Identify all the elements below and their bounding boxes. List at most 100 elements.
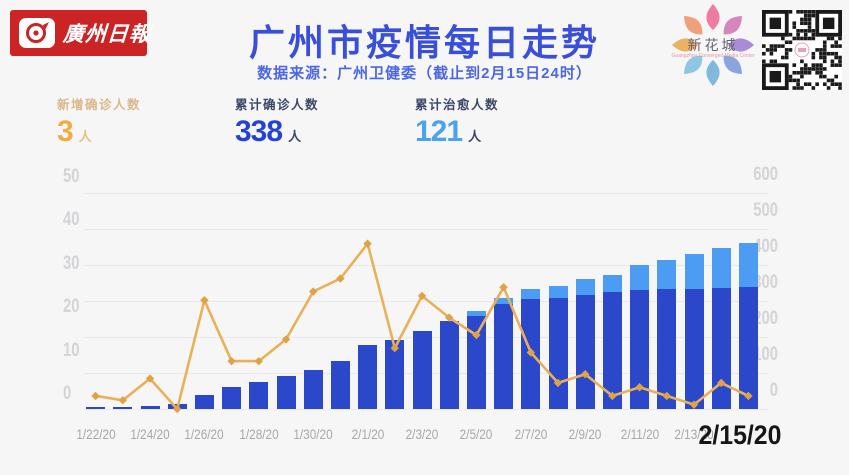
bar-cumulative-confirmed [548,298,568,409]
gridline [84,229,768,230]
x-axis-label: 1/24/20 [130,426,170,442]
bar-cumulative-confirmed [494,304,514,409]
bar-cumulative-confirmed [439,321,459,409]
left-axis-tick: 50 [63,165,80,187]
left-axis-tick: 10 [63,339,80,361]
bar-cumulative-cured [711,248,731,288]
x-axis-label: 1/30/20 [293,426,333,442]
bar-cumulative-confirmed [303,369,323,409]
left-axis-tick: 0 [63,383,72,404]
bar-cumulative-confirmed [412,330,432,409]
x-axis-label: 2/5/20 [460,426,493,442]
bar-cumulative-confirmed [738,286,758,409]
badge-subtext: Guangzhou Converged Media Center [671,53,755,59]
gridline [84,409,768,410]
bar-cumulative-confirmed [521,299,541,409]
xinhuacheng-badge: 新花城 Guangzhou Converged Media Center [670,2,756,88]
stat-unit: 人 [288,129,302,144]
bar-cumulative-cured [521,289,541,300]
badge-petal [672,38,698,52]
stat-total-confirmed: 累计确诊人数 338 人 [235,94,319,148]
right-axis-tick: 0 [769,380,778,401]
x-axis-label: 2/9/20 [568,426,602,442]
bar-cumulative-confirmed [684,288,704,409]
bar-cumulative-cured [466,310,486,316]
bar-cumulative-cured [657,260,677,289]
bar-cumulative-confirmed [657,288,677,409]
x-axis-label: 2/3/20 [405,426,439,442]
bar-cumulative-confirmed [466,315,486,409]
bar-cumulative-cured [575,279,595,295]
badge-petal [706,60,720,86]
line-point-marker [91,391,100,401]
bar-cumulative-confirmed [385,339,405,409]
line-point-marker [363,239,372,248]
x-axis-label: 1/26/20 [184,426,225,442]
bar-cumulative-confirmed [630,290,650,409]
x-axis-label: 2/13/20 [674,426,714,442]
badge-petal [728,38,754,52]
bar-cumulative-confirmed [575,294,595,409]
stat-value: 121 [415,115,463,148]
stat-label: 累计治愈人数 [415,98,500,112]
badge-petal [684,55,703,74]
line-point-marker [309,287,318,296]
left-axis-tick: 30 [63,252,80,274]
stat-total-cured: 累计治愈人数 121 人 [415,94,499,148]
bar-cumulative-confirmed [711,287,731,409]
bar-cumulative-confirmed [330,361,350,409]
right-axis-tick: 400 [753,236,778,257]
gridline [84,193,768,194]
qr-code-icon [762,10,842,90]
line-point-marker [118,396,127,405]
line-point-marker [417,291,427,301]
line-point-marker [145,374,155,383]
badge-petal [723,55,742,74]
bar-cumulative-confirmed [358,344,378,409]
right-axis-tick: 600 [753,164,778,185]
bar-cumulative-cured [630,265,650,291]
stat-value: 338 [235,115,283,148]
x-axis-label: 2/7/20 [514,426,548,442]
x-axis-label: 1/22/20 [75,426,116,442]
stat-label: 累计确诊人数 [235,98,320,112]
line-point-marker [336,274,345,283]
stat-unit: 人 [468,129,482,144]
badge-petal [723,16,742,35]
newspaper-logo: 廣州日報 [10,10,152,56]
line-point-marker [254,356,263,366]
bar-cumulative-confirmed [167,403,187,409]
data-source-subtitle: 数据来源：广州卫健委（截止到2月15日24时） [257,65,592,82]
current-date-label: 2/15/20 [698,420,782,450]
bar-cumulative-confirmed [602,291,622,409]
bar-cumulative-cured [738,242,758,287]
badge-petal [706,4,720,30]
left-axis-tick: 20 [63,296,80,317]
right-axis-tick: 300 [753,272,778,293]
x-axis-label: 1/28/20 [239,426,279,442]
badge-name: 新花城 [687,38,739,54]
bar-cumulative-cured [602,274,622,292]
bar-cumulative-confirmed [249,381,269,409]
newspaper-logo-icon [19,18,55,48]
left-axis-tick: 40 [63,209,80,230]
bar-cumulative-confirmed [194,394,214,409]
bar-cumulative-confirmed [222,387,242,409]
line-point-marker [499,283,508,292]
bar-cumulative-confirmed [86,406,106,409]
badge-petal [684,16,703,35]
qr-code [762,10,842,90]
bar-cumulative-cured [494,298,514,305]
right-axis-tick: 500 [753,200,778,221]
x-axis-label: 2/11/20 [620,426,659,442]
stat-new-confirmed: 新增确诊人数 3 人 [57,94,141,148]
x-axis-label: 2/1/20 [351,426,384,442]
bar-cumulative-cured [684,253,704,289]
bar-cumulative-confirmed [140,406,160,409]
flower-badge-icon [672,4,754,86]
stat-unit: 人 [78,129,92,144]
right-axis-tick: 100 [753,344,778,365]
bar-cumulative-confirmed [113,406,133,409]
bar-cumulative-cured [548,286,568,299]
